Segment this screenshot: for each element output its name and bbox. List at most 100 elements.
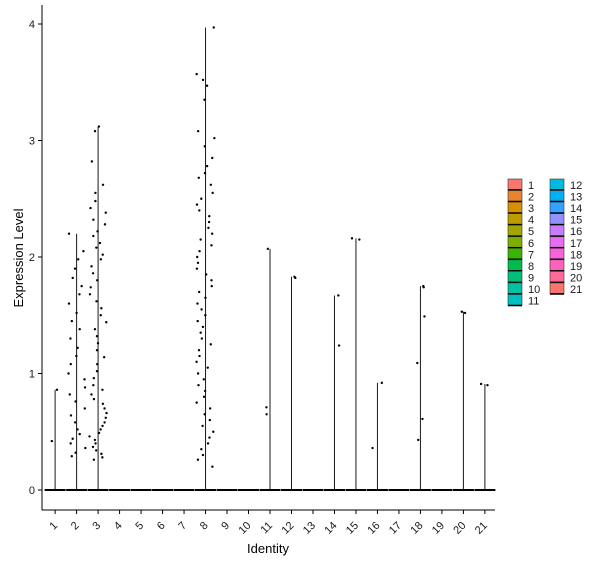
legend-label-4: 4 xyxy=(528,215,534,227)
data-point xyxy=(67,302,71,305)
data-point xyxy=(202,378,205,381)
data-point xyxy=(211,465,214,468)
legend-key-2 xyxy=(507,190,523,202)
data-point xyxy=(199,238,202,241)
x-tick-label: 4 xyxy=(112,520,125,533)
y-tick-label: 1 xyxy=(29,369,35,381)
legend-key-19 xyxy=(549,259,565,272)
data-point xyxy=(95,369,99,373)
data-point xyxy=(73,421,77,424)
data-point xyxy=(213,136,216,140)
data-point xyxy=(93,438,97,442)
data-point xyxy=(74,400,77,403)
data-point xyxy=(212,430,215,433)
data-point xyxy=(95,300,98,303)
data-point xyxy=(265,413,268,416)
legend-label-9: 9 xyxy=(528,272,534,284)
data-point xyxy=(202,395,206,398)
legend-label-7: 7 xyxy=(528,249,534,261)
data-point xyxy=(67,372,70,375)
x-axis-title: Identity xyxy=(247,541,289,556)
data-point xyxy=(205,84,209,87)
x-tick-label: 9 xyxy=(219,520,232,533)
data-point xyxy=(101,183,105,186)
data-point xyxy=(421,417,424,421)
data-point xyxy=(97,431,101,435)
data-point xyxy=(266,247,270,251)
data-point xyxy=(83,378,86,381)
data-point xyxy=(103,223,107,226)
legend-key-1 xyxy=(507,178,523,191)
data-point xyxy=(196,458,200,461)
data-point xyxy=(207,226,210,230)
x-tick-label: 13 xyxy=(301,520,318,537)
x-tick-label: 6 xyxy=(155,520,168,533)
legend-label-14: 14 xyxy=(570,203,582,215)
data-point xyxy=(70,455,73,458)
data-point xyxy=(92,376,96,380)
data-point xyxy=(203,413,206,416)
data-point xyxy=(93,328,97,331)
legend-key-16 xyxy=(549,224,565,237)
data-point xyxy=(209,183,213,186)
data-point xyxy=(94,442,97,445)
legend-key-13 xyxy=(549,190,565,202)
legend-key-17 xyxy=(549,236,565,249)
y-tick-label: 3 xyxy=(29,136,35,148)
data-point xyxy=(69,362,72,366)
data-point xyxy=(196,129,200,133)
data-point xyxy=(101,388,104,392)
data-point xyxy=(337,294,340,297)
legend-key-14 xyxy=(549,201,565,214)
x-tick-label: 5 xyxy=(133,520,146,533)
data-point xyxy=(210,244,213,247)
data-point xyxy=(212,26,215,29)
data-point xyxy=(200,448,203,451)
data-point xyxy=(358,238,361,241)
data-point xyxy=(486,383,489,387)
data-point xyxy=(105,321,108,324)
data-point xyxy=(211,156,214,160)
legend-label-19: 19 xyxy=(570,261,582,273)
data-point xyxy=(71,437,74,440)
data-point xyxy=(209,343,212,346)
data-point xyxy=(95,246,98,249)
data-point xyxy=(201,78,205,82)
data-point xyxy=(199,331,202,334)
data-point xyxy=(207,220,211,224)
data-point xyxy=(99,258,103,261)
data-point xyxy=(69,337,72,340)
legend-label-6: 6 xyxy=(528,238,534,250)
data-point xyxy=(96,230,99,233)
data-point xyxy=(68,393,71,396)
data-point xyxy=(102,355,106,359)
data-point xyxy=(416,361,419,365)
legend-label-1: 1 xyxy=(528,180,534,192)
data-point xyxy=(95,279,99,282)
data-point xyxy=(205,273,208,276)
data-point xyxy=(201,325,205,329)
legend-key-20 xyxy=(549,271,565,283)
legend-label-2: 2 xyxy=(528,192,534,204)
legend-label-8: 8 xyxy=(528,261,534,273)
legend-key-4 xyxy=(507,213,523,225)
data-point xyxy=(206,442,210,445)
data-point xyxy=(101,424,104,428)
data-point xyxy=(196,302,199,305)
legend-label-10: 10 xyxy=(528,284,540,296)
y-ticks: 0 1 2 3 4 xyxy=(29,19,42,497)
data-point xyxy=(50,439,54,443)
data-point xyxy=(84,446,87,450)
data-point xyxy=(210,279,213,282)
data-point xyxy=(96,342,100,345)
data-point xyxy=(92,234,95,238)
data-point xyxy=(83,407,87,410)
x-tick-label: 10 xyxy=(236,520,253,537)
data-point xyxy=(203,389,207,393)
data-point xyxy=(203,145,206,148)
data-point xyxy=(88,435,91,438)
data-point xyxy=(78,328,81,331)
x-tick-label: 7 xyxy=(176,520,189,533)
